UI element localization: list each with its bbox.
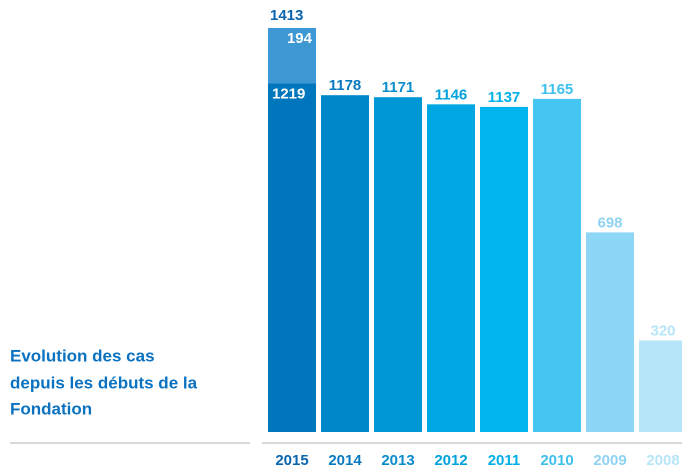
chart-title: depuis les débuts de la (10, 373, 198, 392)
bar (533, 98, 581, 432)
value-label: 698 (597, 214, 622, 231)
value-label: 1165 (541, 81, 574, 98)
value-label: 1171 (382, 79, 415, 96)
total-label: 1413 (270, 7, 303, 24)
x-tick-label: 2012 (434, 452, 467, 469)
bar (268, 83, 316, 432)
chart-title: Evolution des cas (10, 346, 155, 365)
value-label: 1178 (329, 77, 362, 94)
bar (480, 106, 528, 432)
x-tick-label: 2010 (540, 452, 573, 469)
value-label: 194 (287, 30, 313, 47)
x-tick-label: 2015 (275, 452, 308, 469)
bar (374, 97, 422, 433)
x-tick-label: 2013 (381, 452, 414, 469)
bar (268, 28, 316, 84)
bar (321, 95, 369, 433)
chart-title: Fondation (10, 399, 92, 418)
x-tick-label: 2008 (646, 452, 679, 469)
bar (427, 104, 475, 432)
bar (586, 232, 634, 432)
x-tick-label: 2011 (488, 452, 521, 469)
x-tick-label: 2014 (328, 452, 362, 469)
value-label: 320 (650, 322, 675, 339)
bar (639, 340, 682, 432)
x-tick-label: 2009 (593, 452, 626, 469)
value-label: 1137 (488, 89, 521, 106)
value-label: 1219 (272, 85, 305, 102)
value-label: 1146 (435, 86, 468, 103)
